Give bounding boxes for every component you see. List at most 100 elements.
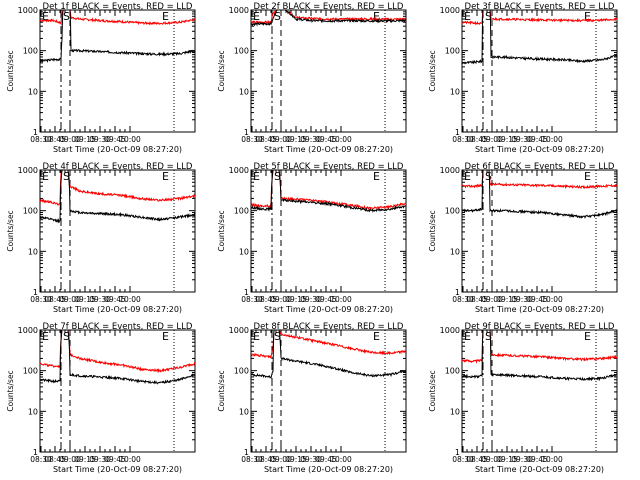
events-series-line — [40, 169, 196, 224]
y-tick-label: 100 — [23, 367, 38, 376]
events-series-line — [461, 169, 618, 219]
x-tick-label: 09:30 — [89, 455, 111, 464]
panel-title: Det 5f BLACK = Events, RED = LLD — [254, 162, 404, 172]
y-axis-label: Counts/sec — [217, 210, 226, 251]
x-tick-label: 10:00 — [119, 295, 141, 304]
x-tick-label: 10:00 — [541, 455, 563, 464]
x-tick-label: 09:15 — [285, 455, 307, 464]
x-axis-label: Start Time (20-Oct-09 08:27:20) — [475, 305, 604, 314]
y-axis-label: Counts/sec — [6, 370, 15, 411]
x-tick-label: 08:30 — [30, 455, 52, 464]
marker-e-left: E — [464, 10, 471, 23]
x-tick-label: 08:30 — [452, 295, 474, 304]
x-tick-label: 09:45 — [104, 295, 126, 304]
y-tick-label: 10 — [239, 247, 249, 256]
panel-title: Det 2f BLACK = Events, RED = LLD — [254, 2, 404, 12]
x-tick-label: 08:30 — [30, 295, 52, 304]
x-tick-label: 08:30 — [30, 135, 52, 144]
y-tick-label: 1000 — [440, 326, 460, 335]
x-tick-label: 09:00 — [270, 135, 292, 144]
panel-title: Det 9f BLACK = Events, RED = LLD — [465, 322, 615, 332]
y-axis-label: Counts/sec — [6, 210, 15, 251]
y-tick-label: 1 — [455, 128, 460, 137]
y-tick-label: 10 — [239, 407, 249, 416]
events-series-line — [250, 9, 407, 27]
y-tick-label: 100 — [234, 207, 249, 216]
x-tick-label: 10:00 — [119, 135, 141, 144]
y-tick-label: 1000 — [229, 326, 249, 335]
marker-e-right: E — [584, 330, 591, 343]
y-tick-label: 1 — [244, 448, 249, 457]
x-tick-label: 09:00 — [481, 135, 503, 144]
marker-e-left: E — [464, 330, 471, 343]
y-axis-label: Counts/sec — [428, 370, 437, 411]
events-series-line — [250, 329, 407, 379]
x-axis-label: Start Time (20-Oct-09 08:27:20) — [264, 145, 393, 154]
x-tick-label: 09:45 — [315, 295, 337, 304]
marker-e-right: E — [162, 10, 169, 23]
marker-e-right: E — [162, 170, 169, 183]
x-tick-label: 09:15 — [74, 455, 96, 464]
x-tick-label: 09:30 — [89, 135, 111, 144]
x-axis-label: Start Time (20-Oct-09 08:27:20) — [53, 145, 182, 154]
marker-s: S — [274, 330, 281, 343]
x-tick-label: 09:45 — [526, 135, 548, 144]
panel-det-6: Det 6f BLACK = Events, RED = LLD 1 10 100 10… — [428, 162, 618, 314]
marker-e-right: E — [373, 330, 380, 343]
y-tick-label: 1 — [455, 448, 460, 457]
y-tick-label: 10 — [450, 247, 460, 256]
events-series-line — [39, 329, 196, 385]
x-tick-label: 09:00 — [59, 455, 81, 464]
x-tick-label: 09:00 — [481, 295, 503, 304]
panel-det-8: Det 8f BLACK = Events, RED = LLD 1 10 100 10… — [217, 322, 407, 474]
x-tick-label: 09:30 — [89, 295, 111, 304]
marker-e-left: E — [42, 330, 49, 343]
marker-e-right: E — [584, 170, 591, 183]
x-tick-label: 10:00 — [541, 135, 563, 144]
y-tick-label: 1000 — [440, 166, 460, 175]
x-tick-label: 09:15 — [496, 135, 518, 144]
x-axis-label: Start Time (20-Oct-09 08:27:20) — [264, 305, 393, 314]
y-tick-label: 1 — [455, 288, 460, 297]
y-tick-label: 1 — [244, 128, 249, 137]
marker-s: S — [485, 10, 492, 23]
marker-e-left: E — [42, 10, 49, 23]
marker-s: S — [274, 170, 281, 183]
y-tick-label: 1000 — [440, 6, 460, 15]
x-tick-label: 08:45 — [44, 135, 66, 144]
marker-s: S — [485, 170, 492, 183]
marker-s: S — [63, 10, 70, 23]
x-tick-label: 09:30 — [300, 135, 322, 144]
x-tick-label: 08:30 — [241, 295, 263, 304]
panel-det-9: Det 9f BLACK = Events, RED = LLD 1 10 100 10… — [428, 322, 618, 474]
y-tick-label: 100 — [445, 367, 460, 376]
plot-frame — [39, 169, 196, 293]
plot-frame — [461, 9, 618, 133]
y-tick-label: 10 — [28, 407, 38, 416]
x-tick-label: 08:45 — [255, 135, 277, 144]
events-series-line — [39, 9, 196, 63]
events-series-line — [250, 169, 407, 213]
panel-det-2: Det 2f BLACK = Events, RED = LLD 1 10 100 10… — [217, 2, 407, 154]
x-tick-label: 08:45 — [44, 295, 66, 304]
y-tick-label: 10 — [28, 247, 38, 256]
plot-frame — [250, 329, 407, 453]
plot-frame — [461, 329, 618, 453]
x-tick-label: 08:45 — [44, 455, 66, 464]
y-tick-label: 1000 — [229, 6, 249, 15]
x-tick-label: 09:30 — [300, 455, 322, 464]
marker-s: S — [485, 330, 492, 343]
x-tick-label: 08:45 — [466, 135, 488, 144]
marker-e-right: E — [373, 10, 380, 23]
x-tick-label: 09:45 — [526, 295, 548, 304]
x-axis-label: Start Time (20-Oct-09 08:27:20) — [264, 465, 393, 474]
y-axis-label: Counts/sec — [428, 210, 437, 251]
y-axis-label: Counts/sec — [428, 50, 437, 91]
x-tick-label: 09:15 — [74, 295, 96, 304]
x-tick-label: 09:15 — [285, 295, 307, 304]
panel-title: Det 6f BLACK = Events, RED = LLD — [465, 162, 615, 172]
plot-frame — [461, 169, 618, 293]
y-tick-label: 10 — [28, 87, 38, 96]
y-tick-label: 10 — [450, 87, 460, 96]
y-tick-label: 1000 — [18, 166, 38, 175]
